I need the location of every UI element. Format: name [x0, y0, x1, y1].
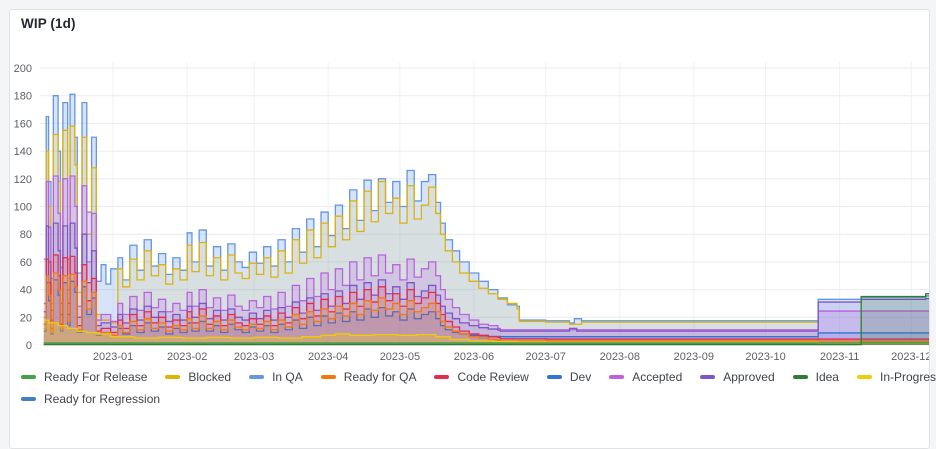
legend-label: Idea — [815, 370, 839, 384]
legend-swatch-ready_for_regression — [21, 397, 36, 401]
legend-label: Ready for QA — [343, 370, 417, 384]
legend-label: Code Review — [457, 370, 529, 384]
legend-item-in_qa[interactable]: In QA — [249, 370, 303, 384]
legend-item-in_progress[interactable]: In-Progress — [856, 370, 936, 384]
legend-swatch-code_review — [434, 375, 450, 379]
legend-row: Ready for Regression — [21, 392, 916, 406]
legend-swatch-in_qa — [249, 375, 265, 379]
legend-swatch-blocked — [165, 375, 181, 379]
legend-swatch-accepted — [609, 375, 625, 379]
legend-label: Ready for Regression — [44, 392, 161, 406]
page: { "header": { "title": "WIP (1d)" }, "ch… — [9, 9, 936, 449]
legend-swatch-ready_for_qa — [320, 375, 336, 379]
legend-label: In QA — [272, 370, 303, 384]
legend-label: Accepted — [632, 370, 683, 384]
legend-label: Dev — [569, 370, 592, 384]
legend-item-code_review[interactable]: Code Review — [434, 370, 529, 384]
legend-swatch-ready_for_release — [21, 375, 36, 379]
legend-item-ready_for_qa[interactable]: Ready for QA — [320, 370, 417, 384]
legend-item-ready_for_release[interactable]: Ready For Release — [21, 370, 147, 384]
legend-row: Ready For Release Blocked In QA Ready for Q… — [21, 370, 936, 384]
chart-legend: Ready For Release Blocked In QA Ready for Q… — [21, 370, 936, 414]
legend-label: In-Progress — [879, 370, 936, 384]
legend-item-accepted[interactable]: Accepted — [609, 370, 682, 384]
panel-title: WIP (1d) — [21, 16, 76, 31]
legend-swatch-in_progress — [856, 375, 872, 379]
legend-swatch-approved — [700, 375, 716, 379]
legend-label: Ready For Release — [44, 370, 148, 384]
legend-item-ready_for_regression[interactable]: Ready for Regression — [21, 392, 160, 406]
legend-swatch-idea — [792, 375, 808, 379]
legend-label: Blocked — [188, 370, 232, 384]
legend-item-approved[interactable]: Approved — [700, 370, 775, 384]
legend-label: Approved — [723, 370, 775, 384]
legend-item-dev[interactable]: Dev — [546, 370, 592, 384]
legend-swatch-dev — [546, 375, 562, 379]
legend-item-idea[interactable]: Idea — [792, 370, 839, 384]
wip-panel: WIP (1d) Ready For Release Blocked In QA Re… — [9, 9, 936, 449]
legend-item-blocked[interactable]: Blocked — [165, 370, 231, 384]
